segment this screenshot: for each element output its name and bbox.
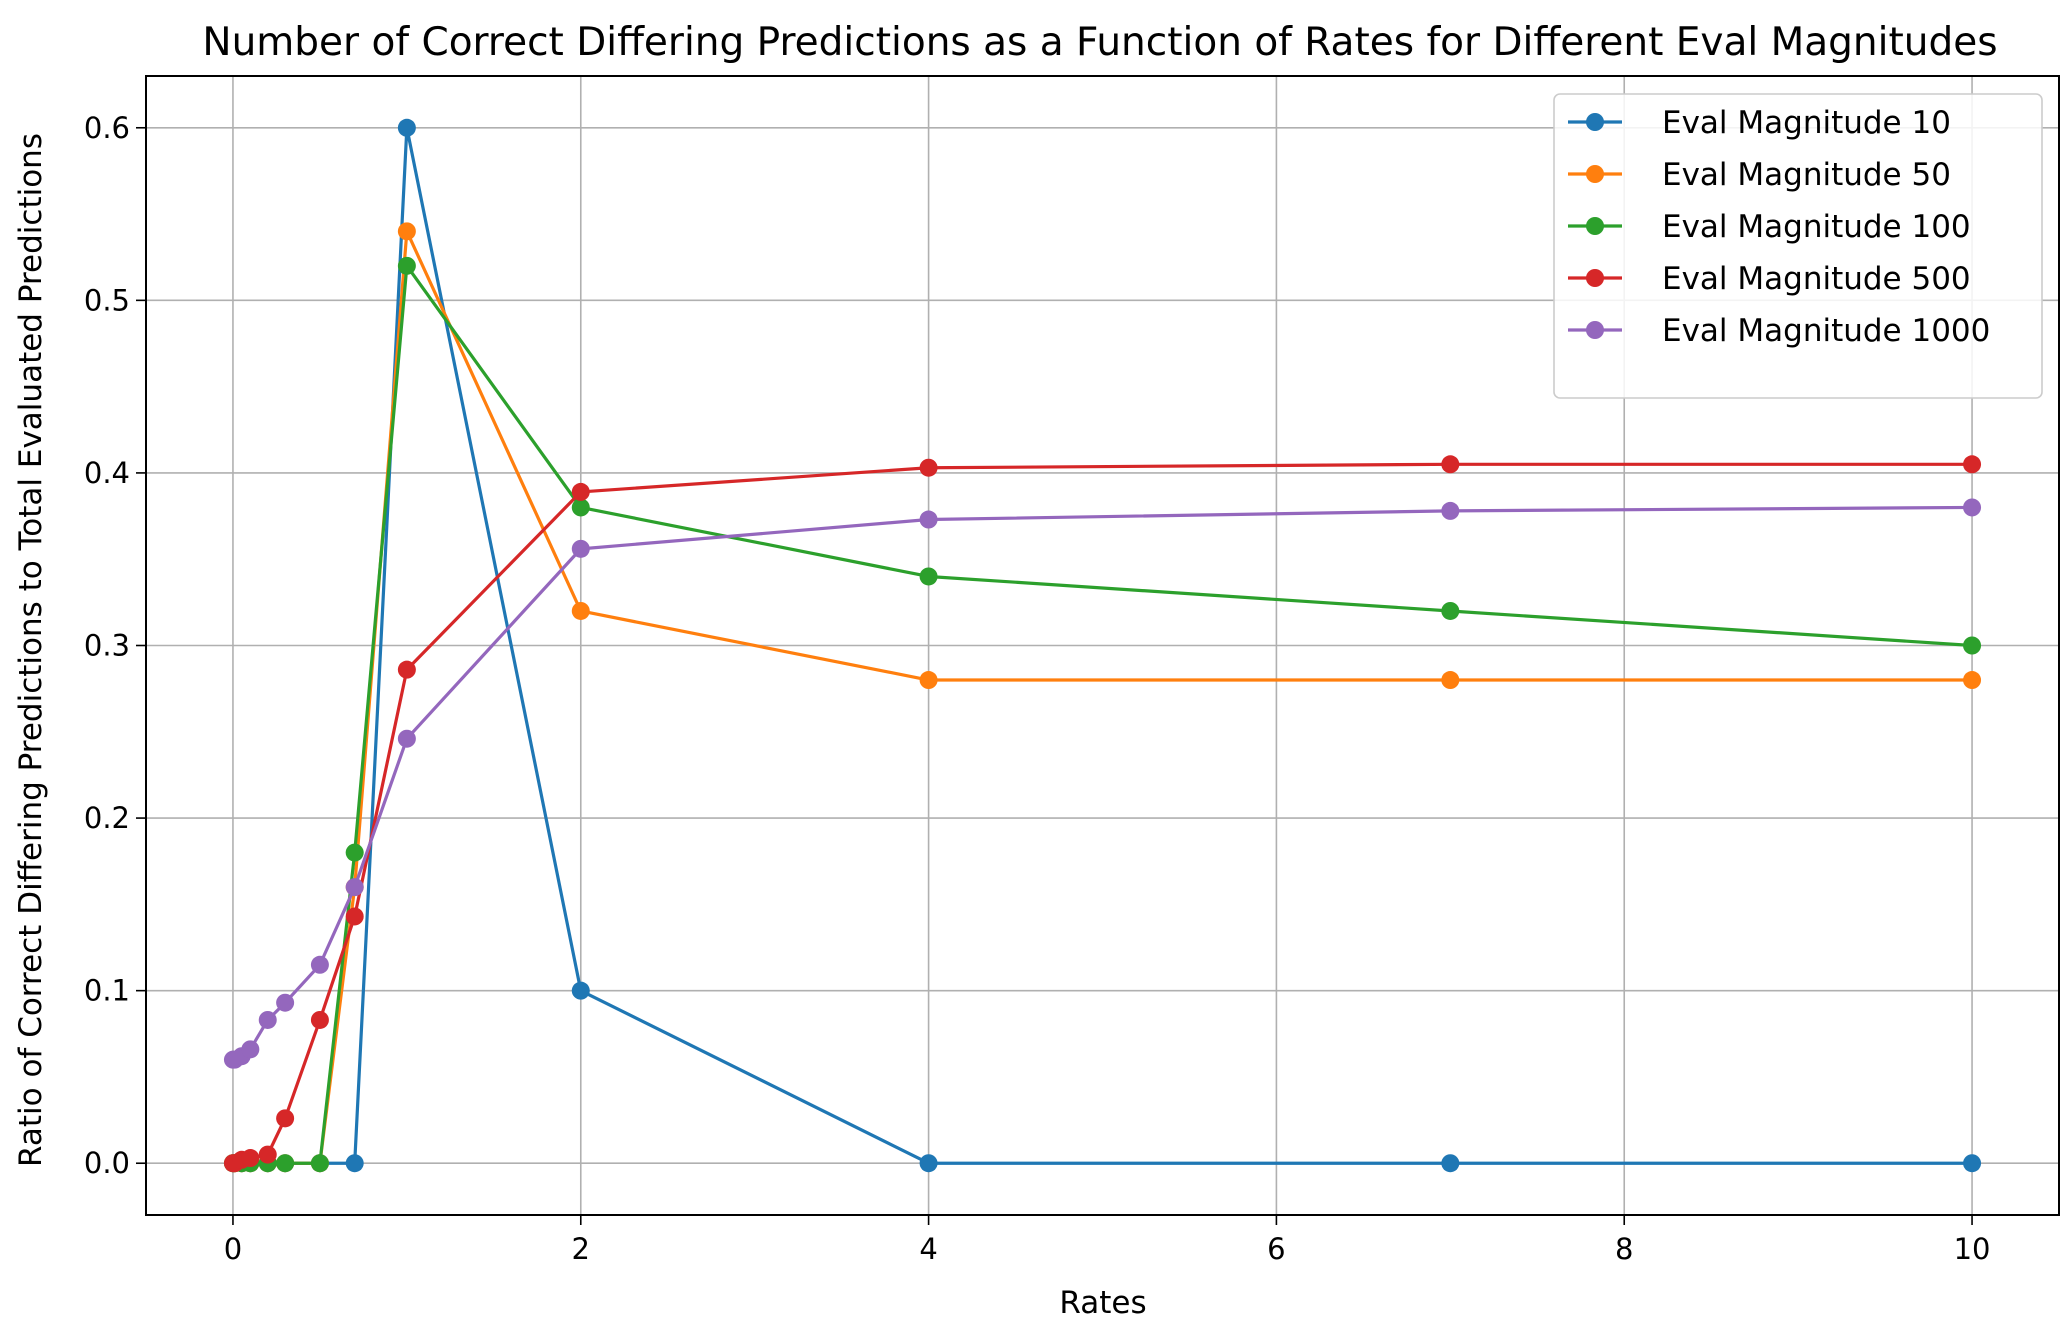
- data-point: [919, 458, 938, 477]
- series-line: [232, 462, 1973, 1165]
- legend-item: Eval Magnitude 1000: [1568, 313, 1990, 349]
- data-point: [1441, 501, 1460, 520]
- x-axis-label: Rates: [1059, 1285, 1146, 1321]
- legend-item: Eval Magnitude 100: [1568, 209, 1971, 245]
- data-point: [276, 993, 295, 1012]
- y-tick-label: 0.0: [84, 1146, 130, 1180]
- data-point: [919, 1154, 938, 1173]
- x-tick-label: 2: [572, 1232, 590, 1266]
- legend-item: Eval Magnitude 500: [1568, 261, 1971, 297]
- plot-frame: [145, 75, 2060, 1216]
- y-tick-label: 0.5: [84, 283, 130, 317]
- legend-marker: [1586, 113, 1604, 131]
- legend-label: Eval Magnitude 1000: [1662, 313, 1990, 349]
- legend-marker: [1586, 321, 1604, 339]
- x-tick-label: 0: [224, 1232, 242, 1266]
- legend-marker: [1586, 165, 1604, 183]
- data-point: [345, 878, 364, 897]
- legend-label: Eval Magnitude 500: [1662, 261, 1971, 297]
- data-point: [258, 1010, 277, 1029]
- y-tick-label: 0.3: [84, 629, 130, 663]
- legend-item: Eval Magnitude 10: [1568, 105, 1951, 141]
- data-point: [1441, 601, 1460, 620]
- data-point: [397, 660, 416, 679]
- data-point: [397, 729, 416, 748]
- data-point: [276, 1154, 295, 1173]
- data-point: [345, 907, 364, 926]
- data-point: [571, 539, 590, 558]
- data-point: [310, 1154, 329, 1173]
- data-point: [241, 1149, 260, 1168]
- data-point: [571, 498, 590, 517]
- axes: 0 2 4 6 8 10 0.0 0.1 0.2 0.3 0.4 0.5 0.6: [84, 111, 1991, 1266]
- data-point: [1963, 671, 1982, 690]
- legend-item: Eval Magnitude 50: [1568, 157, 1951, 193]
- data-point: [1441, 455, 1460, 474]
- data-point: [571, 482, 590, 501]
- series-layer: [223, 118, 1982, 1173]
- data-point: [241, 1040, 260, 1059]
- legend-label: Eval Magnitude 50: [1662, 157, 1951, 193]
- legend-marker: [1586, 269, 1604, 287]
- y-tick-label: 0.6: [84, 111, 130, 145]
- legend-label: Eval Magnitude 10: [1662, 105, 1951, 141]
- data-point: [276, 1109, 295, 1128]
- series-4: [223, 455, 1982, 1173]
- data-point: [1963, 636, 1982, 655]
- data-point: [310, 1010, 329, 1029]
- y-tick-label: 0.1: [84, 974, 130, 1008]
- legend: Eval Magnitude 10 Eval Magnitude 50 Eval M…: [1553, 93, 2043, 399]
- data-point: [571, 601, 590, 620]
- data-point: [919, 671, 938, 690]
- x-tick-label: 10: [1954, 1232, 1991, 1266]
- legend-marker: [1586, 217, 1604, 235]
- data-point: [1441, 1154, 1460, 1173]
- series-line: [232, 505, 1973, 1062]
- legend-label: Eval Magnitude 100: [1662, 209, 1971, 245]
- data-point: [1441, 671, 1460, 690]
- data-point: [1963, 455, 1982, 474]
- data-point: [1963, 1154, 1982, 1173]
- x-tick-label: 4: [919, 1232, 937, 1266]
- x-tick-label: 8: [1615, 1232, 1633, 1266]
- data-point: [310, 955, 329, 974]
- data-point: [571, 981, 590, 1000]
- plot-border: [145, 75, 2060, 1216]
- data-point: [397, 118, 416, 137]
- y-tick-label: 0.2: [84, 801, 130, 835]
- series-line: [232, 264, 1973, 1165]
- data-point: [919, 567, 938, 586]
- y-axis-label: Ratio of Correct Differing Predictions t…: [13, 133, 49, 1167]
- data-point: [397, 222, 416, 241]
- data-point: [1963, 498, 1982, 517]
- x-tick-label: 6: [1267, 1232, 1285, 1266]
- data-point: [258, 1145, 277, 1164]
- y-tick-label: 0.4: [84, 456, 130, 490]
- series-5: [223, 498, 1982, 1069]
- data-point: [397, 256, 416, 275]
- legend-box: [1553, 93, 2043, 399]
- chart-title: Number of Correct Differing Predictions …: [202, 20, 1997, 65]
- data-point: [345, 1154, 364, 1173]
- data-point: [919, 510, 938, 529]
- data-point: [345, 843, 364, 862]
